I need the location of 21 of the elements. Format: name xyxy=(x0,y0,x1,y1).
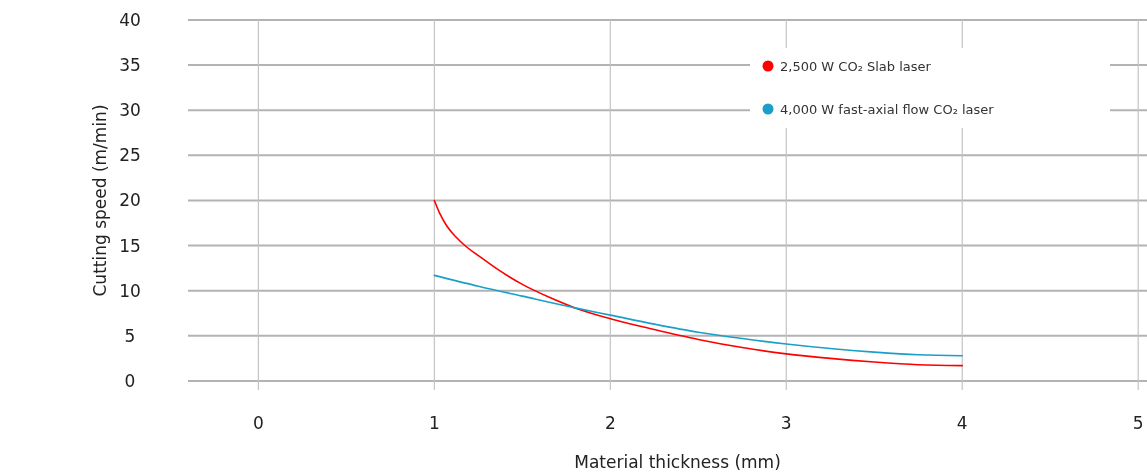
y-tick-label: 25 xyxy=(119,145,141,166)
y-tick-label: 35 xyxy=(119,55,141,76)
y-tick-label: 30 xyxy=(119,100,141,121)
line-series xyxy=(433,199,964,367)
legend-label: 2,500 W CO₂ Slab laser xyxy=(780,58,932,74)
line-series xyxy=(433,274,964,357)
x-tick-label: 1 xyxy=(428,413,440,433)
y-tick-label: 20 xyxy=(119,190,141,211)
x-tick-label: 3 xyxy=(780,413,792,433)
x-axis-title: Material thickness (mm) xyxy=(574,452,781,472)
legend-label: 4,000 W fast-axial flow CO₂ laser xyxy=(780,101,995,117)
y-tick-label: 0 xyxy=(124,370,136,391)
y-tick-label: 10 xyxy=(119,280,141,301)
x-tick-label: 2 xyxy=(604,413,616,433)
y-axis-title: Cutting speed (m/min) xyxy=(90,104,110,297)
x-tick-label: 5 xyxy=(1132,413,1144,433)
y-tick-label: 40 xyxy=(119,10,141,30)
y-tick-label: 15 xyxy=(119,235,141,256)
x-tick-label: 4 xyxy=(956,413,968,433)
x-tick-label: 0 xyxy=(252,413,264,433)
y-tick-label: 5 xyxy=(124,325,136,346)
